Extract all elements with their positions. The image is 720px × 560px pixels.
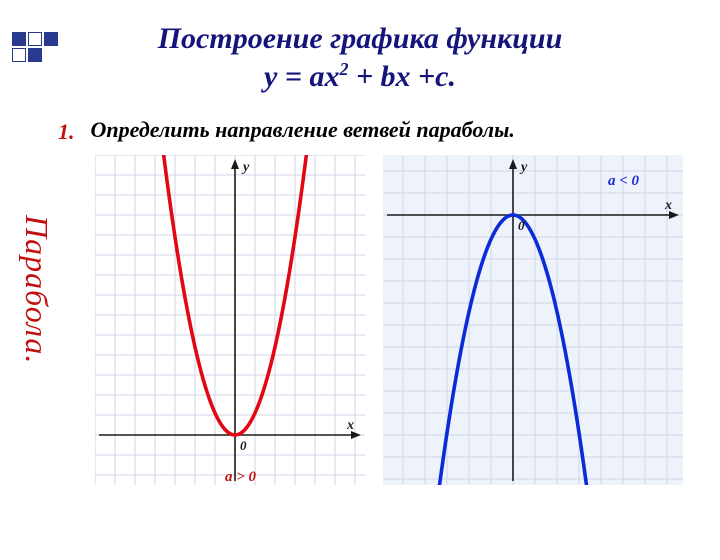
title-formula: y = ax2 + bx +c.: [264, 60, 456, 93]
chart-downward: x y 0 a < 0: [383, 155, 683, 485]
title-line1: Построение графика функции: [158, 22, 563, 55]
page-title: Построение графика функции y = ax2 + bx …: [0, 20, 720, 95]
svg-text:x: x: [664, 198, 672, 213]
svg-text:y: y: [519, 160, 528, 175]
charts-row: x y 0 a > 0 x y 0 a < 0: [0, 155, 720, 485]
chart-upward: x y 0 a > 0: [95, 155, 365, 485]
vertical-label: Парабола.: [18, 215, 55, 364]
step-1: 1. Определить направление ветвей парабол…: [0, 117, 720, 145]
svg-text:0: 0: [518, 218, 525, 233]
step-text: Определить направление ветвей параболы.: [91, 117, 515, 143]
step-number: 1.: [58, 119, 75, 145]
svg-text:a < 0: a < 0: [608, 173, 640, 189]
svg-text:0: 0: [240, 438, 247, 453]
svg-text:x: x: [346, 418, 354, 433]
svg-text:a > 0: a > 0: [225, 469, 257, 485]
corner-decoration: [12, 32, 72, 72]
svg-text:y: y: [241, 160, 250, 175]
